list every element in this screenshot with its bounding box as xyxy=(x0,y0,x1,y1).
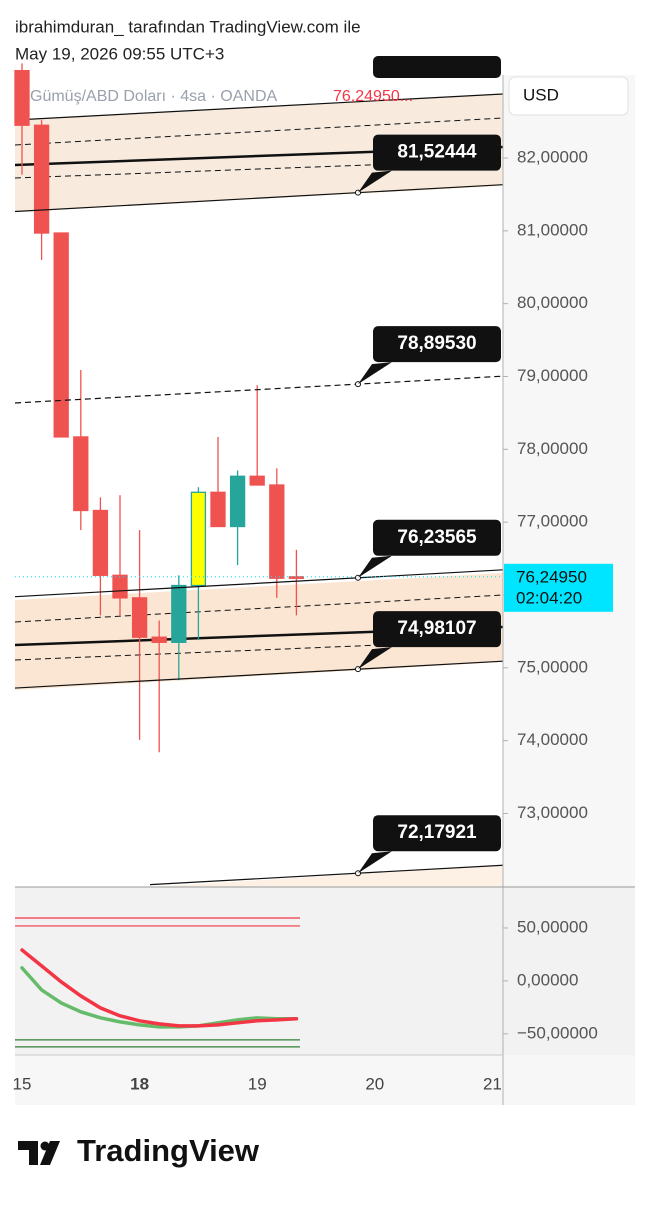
x-tick-label: 18 xyxy=(130,1074,149,1093)
price-axis xyxy=(503,75,635,887)
logo-dot xyxy=(40,1141,50,1151)
indicator-line xyxy=(20,948,299,1028)
currency-label: USD xyxy=(523,85,559,104)
x-tick-label: 19 xyxy=(248,1074,267,1093)
brand-logo: TradingView xyxy=(18,1133,260,1168)
last-price-label: 76,24950 xyxy=(516,567,587,586)
chart-title: Gümüş/ABD Doları · 4sa · OANDA xyxy=(30,88,278,105)
level-label-box xyxy=(373,611,501,648)
channel-band xyxy=(15,94,503,212)
y-tick-label: 74,00000 xyxy=(517,730,588,749)
level-pointer xyxy=(358,647,392,670)
level-line xyxy=(14,375,504,404)
candle-body xyxy=(269,484,285,579)
candle-body xyxy=(92,509,109,576)
candle-body xyxy=(33,124,50,234)
indicator-y-tick-label: 0,00000 xyxy=(517,970,578,989)
indicator-pane xyxy=(15,887,635,1055)
level-pointer xyxy=(358,851,392,874)
candle-body xyxy=(210,491,226,528)
attribution: ibrahimduran_ tarafından TradingView.com… xyxy=(15,17,361,36)
level-line xyxy=(149,864,504,886)
logo-mark xyxy=(18,1141,60,1165)
y-tick-label: 81,00000 xyxy=(517,220,588,239)
y-tick-label: 77,00000 xyxy=(517,512,588,531)
candle-body xyxy=(112,574,128,599)
candle-body xyxy=(171,584,187,643)
level-line xyxy=(14,569,504,598)
y-tick-label: 82,00000 xyxy=(517,148,588,167)
indicator-y-tick-label: 50,00000 xyxy=(517,917,588,936)
y-tick-label: 79,00000 xyxy=(517,366,588,385)
channel-line xyxy=(14,117,504,146)
candle-body xyxy=(249,475,265,486)
level-pointer xyxy=(358,362,392,385)
level-label: 78,89530 xyxy=(397,333,476,354)
candle-body xyxy=(229,475,246,528)
y-tick-label: 78,00000 xyxy=(517,439,588,458)
level-line xyxy=(14,660,504,689)
title-price: 76,24950... xyxy=(333,88,413,105)
candle-body xyxy=(53,232,69,438)
x-tick-label: 20 xyxy=(365,1074,384,1093)
level-label-box xyxy=(373,326,501,363)
timestamp: May 19, 2026 09:55 UTC+3 xyxy=(15,44,224,63)
x-tick-label: 15 xyxy=(13,1074,32,1093)
last-price-box xyxy=(504,563,613,612)
level-label-box xyxy=(373,815,501,852)
x-tick-label: 21 xyxy=(483,1074,502,1093)
level-label-box xyxy=(373,56,501,78)
candle-body xyxy=(14,69,30,126)
y-tick-label: 80,00000 xyxy=(517,293,588,312)
level-label: 81,52444 xyxy=(397,142,477,163)
y-tick-label: 73,00000 xyxy=(517,803,588,822)
level-label-box xyxy=(373,519,501,556)
channel-line xyxy=(14,159,504,179)
time-axis xyxy=(15,1055,635,1105)
level-pointer xyxy=(358,170,392,193)
level-label: 72,17921 xyxy=(397,822,477,843)
candle-body xyxy=(151,636,167,643)
level-pointer xyxy=(358,555,392,578)
candle-body xyxy=(190,491,207,587)
indicator-line xyxy=(20,966,299,1029)
level-label: 76,23565 xyxy=(397,527,477,548)
candle-body xyxy=(73,436,89,512)
level-line xyxy=(14,184,504,213)
brand: TradingView xyxy=(77,1133,260,1168)
candle-body xyxy=(131,597,148,638)
y-tick-label: 75,00000 xyxy=(517,657,588,676)
candle-body xyxy=(288,576,305,579)
level-label: 74,98107 xyxy=(397,618,476,639)
channel-line xyxy=(14,639,504,661)
countdown: 02:04:20 xyxy=(516,588,582,607)
indicator-y-tick-label: −50,00000 xyxy=(517,1023,598,1042)
channel-line xyxy=(14,93,504,121)
channel-line xyxy=(14,594,504,623)
currency-button[interactable] xyxy=(508,76,629,116)
level-label-box xyxy=(373,134,501,171)
